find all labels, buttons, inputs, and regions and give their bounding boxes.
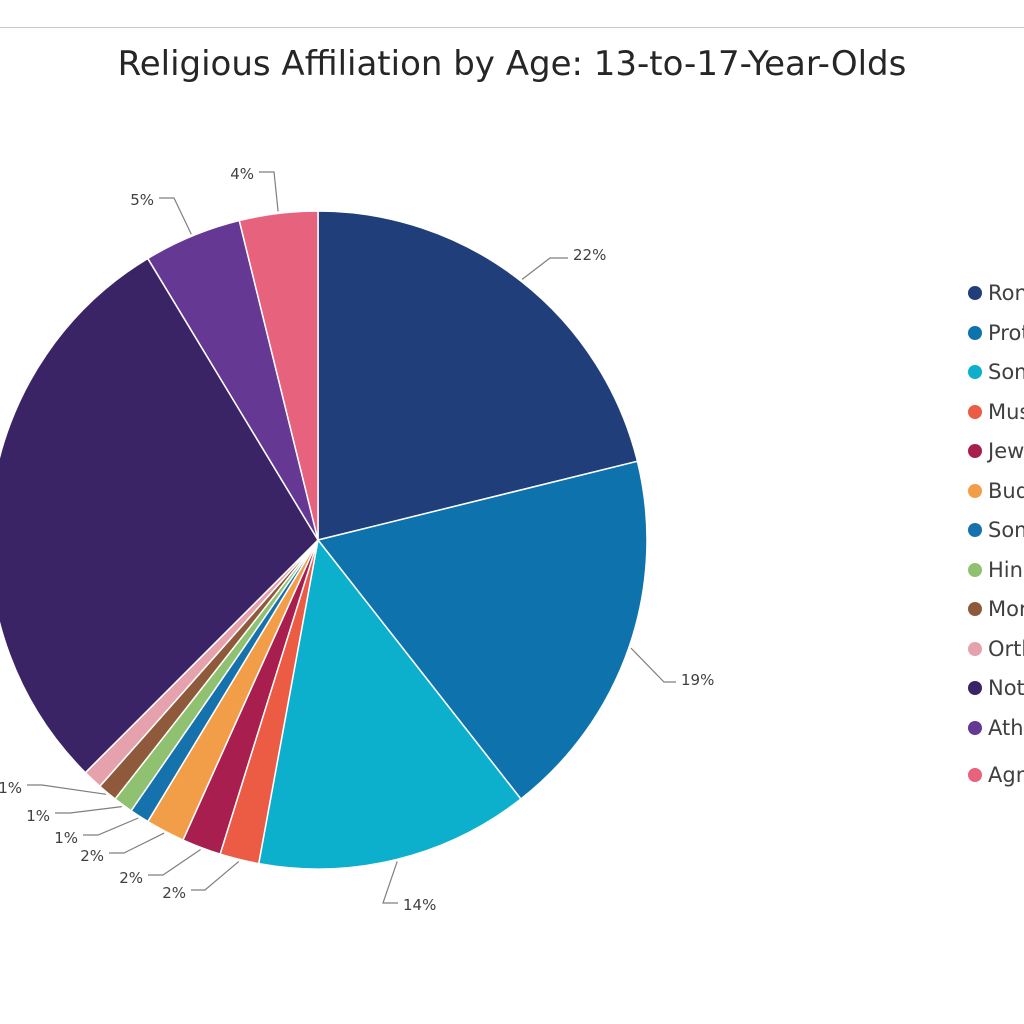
legend-swatch: [968, 404, 982, 419]
leader-line-1: [630, 647, 676, 683]
legend-label: Jew: [988, 439, 1024, 463]
data-label-7: 1%: [26, 807, 50, 825]
legend-swatch: [968, 602, 982, 616]
leader-line-0: [521, 257, 568, 280]
top-border-line: [0, 27, 1024, 28]
legend-swatch: [968, 720, 982, 735]
data-label-4: 2%: [119, 869, 143, 887]
legend-swatch: [968, 523, 982, 537]
data-label-1: 19%: [681, 671, 714, 689]
legend-label: Agn: [988, 763, 1024, 787]
legend-swatch: [968, 562, 982, 577]
legend-label: Mus: [988, 399, 1024, 424]
legend-label: Som: [988, 360, 1024, 384]
legend-label: Ron: [988, 281, 1024, 305]
data-label-12: 4%: [230, 165, 254, 183]
legend-label: Ath: [988, 715, 1024, 740]
pie-slice-2: [257, 538, 522, 870]
pie-slice-12: [238, 210, 319, 541]
pie-slice-10: [0, 257, 319, 774]
data-label-2: 14%: [403, 896, 436, 914]
leader-line-2: [382, 861, 398, 904]
pie-slice-1: [316, 460, 648, 801]
data-label-5: 2%: [80, 847, 104, 865]
legend-label: Prot: [988, 320, 1024, 345]
leader-line-6: [83, 817, 139, 836]
data-label-0: 22%: [573, 246, 606, 264]
leader-line-11: [159, 197, 192, 235]
legend-swatch: [968, 681, 982, 695]
leader-line-4: [148, 849, 201, 876]
leader-line-5: [109, 832, 165, 854]
legend-label: Mor: [988, 597, 1024, 621]
legend-swatch: [968, 325, 982, 340]
legend-label: Bud: [988, 478, 1024, 503]
legend-swatch: [968, 444, 982, 458]
legend-swatch: [968, 483, 982, 498]
legend-swatch: [968, 641, 982, 656]
data-label-11: 5%: [130, 191, 154, 209]
leader-line-3: [191, 860, 240, 891]
legend-swatch: [968, 286, 982, 300]
leader-line-8: [27, 784, 107, 795]
data-label-3: 2%: [162, 884, 186, 902]
chart-title: Religious Affiliation by Age: 13-to-17-Y…: [117, 44, 907, 84]
legend-swatch: [968, 365, 982, 379]
legend-label: Hin: [988, 557, 1023, 582]
data-label-8: 1%: [0, 779, 22, 797]
legend-label: Orth: [988, 636, 1024, 661]
pie-slice-0: [317, 210, 639, 541]
legend-label: Som: [988, 518, 1024, 542]
legend-swatch: [968, 768, 982, 782]
leader-line-7: [55, 806, 122, 814]
legend-label: Not: [988, 676, 1024, 700]
data-label-6: 1%: [54, 829, 78, 847]
leader-line-12: [259, 171, 279, 212]
